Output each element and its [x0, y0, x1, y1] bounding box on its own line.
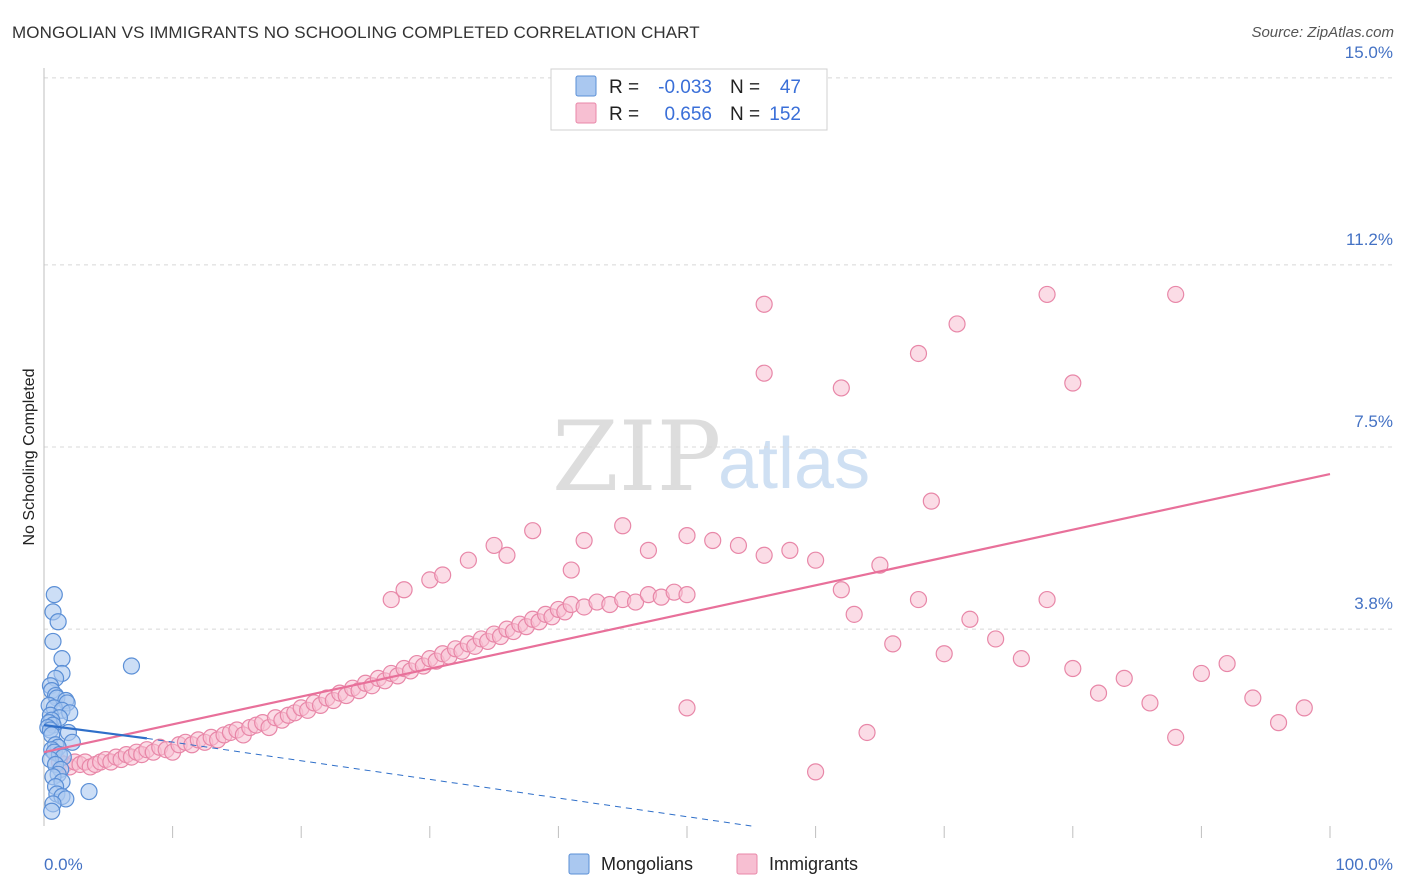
y-tick-label: 3.8%	[1354, 594, 1393, 613]
immigrant-point	[909, 344, 928, 363]
stats-r-label-immigrants: R =	[609, 104, 639, 125]
x-tick-label-min: 0.0%	[44, 855, 83, 874]
immigrant-point	[845, 605, 863, 623]
stats-n-label-mongolians: N =	[730, 77, 760, 98]
immigrant-point	[948, 315, 966, 333]
immigrant-point	[626, 593, 645, 611]
immigrant-point	[1141, 694, 1159, 712]
legend-label-immigrants: Immigrants	[769, 854, 858, 874]
mongolian-point	[53, 650, 71, 668]
immigrant-point	[639, 541, 658, 559]
legend-swatch-immigrants	[736, 853, 758, 875]
immigrant-point	[459, 551, 477, 569]
immigrant-point	[1244, 689, 1262, 707]
mongolian-point	[122, 657, 141, 675]
immigrant-point	[922, 492, 940, 510]
immigrant-point	[1269, 714, 1288, 732]
y-tick-label: 7.5%	[1354, 412, 1393, 431]
chart-title: MONGOLIAN VS IMMIGRANTS NO SCHOOLING COM…	[12, 23, 700, 42]
stats-n-value-immigrants: 152	[769, 104, 801, 125]
mongolians-trend-extension	[146, 737, 752, 827]
immigrant-point	[575, 531, 593, 550]
immigrant-point	[729, 536, 748, 555]
immigrant-point	[987, 630, 1005, 648]
stats-n-value-mongolians: 47	[780, 77, 801, 98]
watermark-atlas: atlas	[718, 424, 870, 504]
immigrant-point	[755, 295, 773, 313]
immigrant-point	[614, 517, 632, 535]
immigrant-point	[498, 546, 516, 564]
immigrant-point	[909, 590, 928, 609]
y-tick-label: 11.2%	[1346, 230, 1393, 249]
immigrant-point	[961, 610, 979, 628]
immigrant-point	[1115, 669, 1133, 687]
immigrant-point	[806, 763, 825, 781]
stats-r-value-immigrants: 0.656	[664, 104, 712, 125]
stats-box-frame	[550, 68, 828, 131]
x-tick-label-max: 100.0%	[1335, 855, 1393, 874]
immigrant-point	[832, 581, 850, 599]
immigrant-point	[1038, 285, 1056, 304]
trend-lines	[43, 472, 1331, 827]
immigrant-point	[1064, 374, 1082, 392]
immigrant-point	[858, 723, 876, 742]
immigrant-point	[704, 531, 722, 550]
immigrant-point	[1064, 659, 1082, 678]
immigrant-point	[884, 635, 902, 653]
immigrant-point	[1167, 728, 1185, 747]
immigrant-point	[1012, 650, 1030, 668]
immigrant-point	[1295, 699, 1313, 717]
immigrant-point	[755, 546, 773, 564]
immigrant-point	[678, 699, 696, 717]
immigrant-point	[1167, 285, 1185, 304]
immigrant-point	[382, 590, 400, 609]
stats-n-label-immigrants: N =	[730, 104, 760, 125]
immigrant-point	[755, 364, 773, 382]
immigrant-point	[832, 379, 850, 397]
immigrant-point	[781, 541, 799, 559]
immigrant-point	[524, 522, 542, 540]
immigrant-point	[1218, 654, 1236, 673]
stats-r-label-mongolians: R =	[609, 77, 639, 98]
immigrant-point	[562, 561, 580, 579]
y-tick-labels: 3.8% 7.5% 11.2% 15.0%	[1345, 43, 1393, 613]
immigrant-point	[678, 526, 696, 545]
immigrant-point	[678, 586, 696, 604]
immigrant-point	[434, 566, 452, 584]
mongolian-point	[80, 782, 98, 801]
immigrant-point	[1192, 664, 1211, 683]
immigrant-point	[485, 536, 503, 555]
immigrant-point	[806, 551, 825, 569]
mongolian-point	[43, 802, 61, 820]
stats-box: R = -0.033 N = 47 R = 0.656 N = 152	[550, 68, 828, 131]
immigrant-point	[871, 556, 889, 574]
immigrant-point	[395, 581, 413, 599]
y-tick-label: 15.0%	[1345, 43, 1393, 62]
immigrant-point	[1089, 684, 1108, 702]
immigrants-points	[45, 285, 1313, 781]
legend-swatch-mongolians	[568, 853, 590, 875]
mongolian-point	[45, 586, 63, 604]
watermark-zip: ZIP	[552, 401, 721, 513]
mongolian-point	[44, 632, 62, 651]
stats-swatch-immigrants	[575, 102, 597, 124]
mongolians-trend-line	[43, 724, 148, 740]
mongolian-point	[49, 613, 67, 631]
immigrant-point	[1038, 590, 1056, 609]
stats-r-value-mongolians: -0.033	[658, 77, 712, 98]
immigrants-trend-line	[43, 472, 1331, 754]
legend: Mongolians Immigrants	[568, 853, 858, 875]
stats-swatch-mongolians	[575, 75, 597, 97]
source-credit: Source: ZipAtlas.com	[1251, 24, 1394, 41]
y-axis-label: No Schooling Completed	[21, 369, 38, 546]
x-tick-marks	[172, 826, 1331, 838]
immigrant-point	[935, 645, 953, 663]
mongolians-points	[39, 586, 141, 820]
legend-label-mongolians: Mongolians	[601, 854, 693, 874]
